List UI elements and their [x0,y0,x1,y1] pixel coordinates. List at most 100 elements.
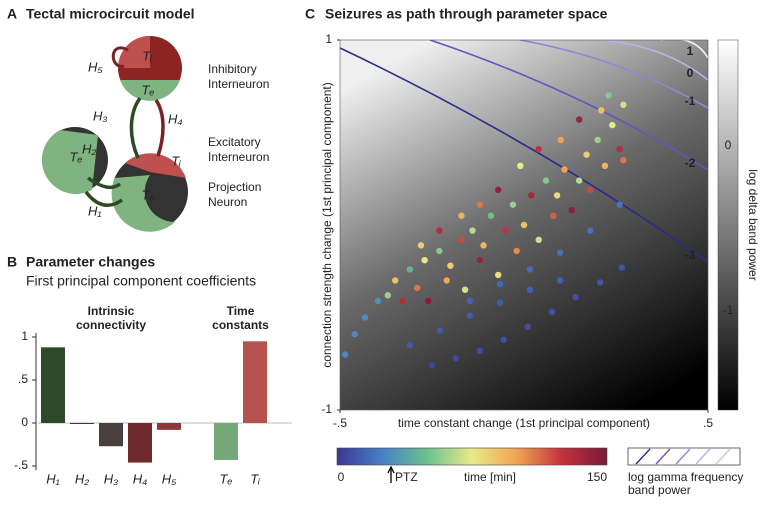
y-tick-label: -1 [321,402,332,416]
contour-line [340,47,708,263]
x-tick-label: H₁ [46,471,60,486]
y-tick-label: 0 [21,415,28,429]
colorbar-label: log delta band power [746,169,760,280]
point [605,92,612,99]
point [528,192,535,199]
contour-line [519,40,708,109]
bar [214,423,238,460]
contour-label: -1 [685,94,696,108]
point [487,212,495,219]
contour-line [429,40,708,171]
point [496,281,504,288]
contour-label: -2 [685,156,696,170]
panel-title: Parameter changes [26,254,155,270]
point [436,327,444,334]
bar [243,341,267,423]
time-colorbar [336,447,608,466]
point [374,297,382,305]
point [616,201,623,208]
point [480,242,487,249]
point [601,162,609,169]
panel-subtitle: First principal component coefficients [26,273,256,289]
gamma-legend-line [655,448,671,465]
point [618,264,626,271]
panel-title: Seizures as path through parameter space [325,6,608,22]
group-label: connectivity [76,318,146,332]
point [509,201,517,208]
x-tick-label: H₄ [133,471,148,486]
cell-part [125,153,186,178]
plot-frame [339,39,709,411]
point [535,145,542,153]
edge-label: H₄ [168,111,183,126]
edge-label: H₅ [88,59,103,74]
point [526,266,534,273]
point [568,207,576,214]
point [557,136,564,144]
bar [157,423,181,430]
y-tick-label: -.5 [14,458,28,472]
group-label: Time [227,304,255,318]
point [476,256,484,264]
point [384,292,392,299]
panel-label: A [7,6,17,22]
bar [41,347,65,423]
marker-arrow [387,465,395,483]
colorbar-tick-label: 0 [725,138,732,152]
point [535,236,542,243]
point [351,330,358,338]
point [458,236,465,243]
point [476,347,484,354]
y-tick-label: 1 [325,32,332,46]
point [500,336,507,343]
point [609,121,616,129]
arrow [111,46,129,68]
x-tick-label: H₃ [104,471,119,486]
point [517,162,524,169]
point [436,247,443,255]
point [583,151,590,158]
point [466,312,474,319]
point [526,286,534,293]
panel-label: B [7,254,17,270]
point [620,157,627,164]
point [392,277,399,284]
point [548,308,556,316]
y-tick-label: 1 [21,329,28,343]
x-tick-label: -.5 [333,416,347,430]
arrow [129,96,142,159]
point [576,177,583,184]
point [341,351,349,358]
point [587,227,594,234]
colorbar-tick-label: 150 [587,470,607,484]
group-label: Intrinsic [88,304,135,318]
point [495,271,502,279]
contour-label: 0 [687,66,694,80]
gamma-legend-line [675,448,691,465]
y-axis-label: connection strength change (1st principa… [320,82,334,368]
x-tick-label: H₅ [162,471,177,486]
node-label: Neuron [208,195,247,209]
point [461,286,469,293]
point [520,221,528,229]
point [556,277,564,284]
point [476,201,484,208]
edge-label: H₂ [82,141,96,156]
colorbar-label: time [min] [464,470,516,484]
point [421,256,428,264]
bar [128,423,152,463]
point [458,212,465,219]
x-tick-label: .5 [703,416,713,430]
gamma-legend-line [635,448,651,465]
colorbar-right [717,39,739,411]
point [587,186,594,194]
bar [99,423,123,447]
point [399,297,406,305]
edge-label: H₃ [93,108,108,123]
group-label: constants [212,318,269,332]
point [556,249,564,256]
point [572,293,579,301]
point [452,355,460,362]
point [542,177,550,184]
